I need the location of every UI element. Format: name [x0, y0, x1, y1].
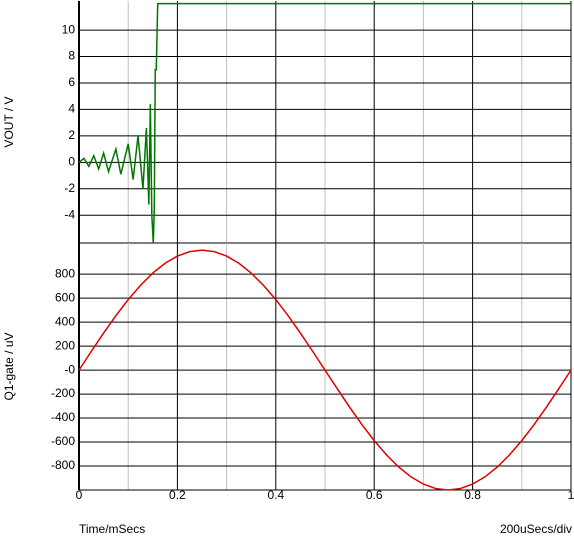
y-tick-label: 200 [55, 338, 75, 352]
y-tick-label: 800 [55, 266, 75, 280]
y-tick-label: 2 [68, 128, 75, 142]
x-tick-label: 0.4 [267, 488, 284, 502]
series-line [78, 249, 572, 491]
y-tick-label: 10 [62, 22, 76, 36]
y-tick-label: -0 [64, 362, 75, 376]
x-tick-label: 1 [568, 488, 574, 502]
y-tick-label: -200 [51, 386, 75, 400]
y-tick-label: -600 [51, 434, 75, 448]
y-tick-label: 400 [55, 314, 75, 328]
x-axis-label: Time/mSecs [79, 522, 145, 536]
annotation: 200uSecs/div [500, 522, 572, 536]
y-axis-label: Q1-gate / uV [2, 332, 16, 400]
y-tick-label: 600 [55, 290, 75, 304]
x-tick-label: 0.8 [464, 488, 481, 502]
y-tick-label: -800 [51, 458, 75, 472]
y-tick-label: -2 [64, 181, 75, 195]
y-axis-label: VOUT / V [2, 96, 16, 147]
y-tick-label: -400 [51, 410, 75, 424]
y-tick-label: 0 [68, 155, 75, 169]
x-tick-label: 0.2 [169, 488, 186, 502]
x-tick-label: 0.6 [366, 488, 383, 502]
series-line [78, 2, 571, 244]
y-tick-label: 6 [68, 75, 75, 89]
y-tick-label: 8 [68, 49, 75, 63]
x-tick-label: 0 [76, 488, 83, 502]
y-tick-label: -4 [64, 207, 75, 221]
y-tick-label: 4 [68, 102, 75, 116]
